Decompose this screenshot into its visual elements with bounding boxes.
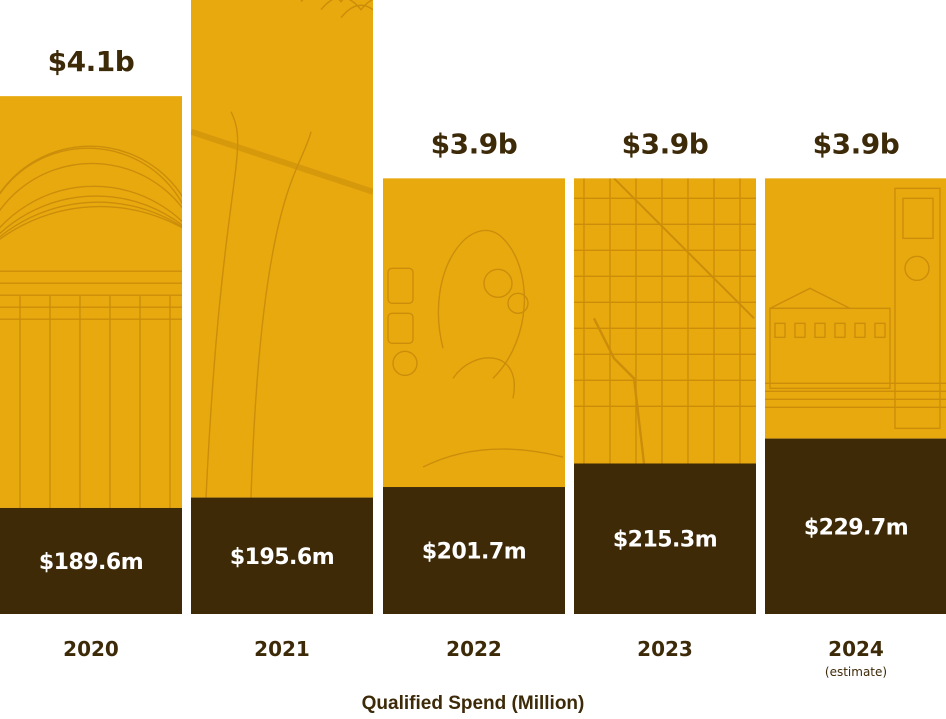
bar-illustration-2023 xyxy=(574,178,756,464)
x-axis-title: Qualified Spend (Million) xyxy=(361,693,585,714)
tick-label-2024: 2024 xyxy=(828,637,884,661)
bar-total-2020 xyxy=(0,96,182,508)
bar-spend-2022 xyxy=(383,487,565,614)
bar-illustration-2021 xyxy=(191,0,373,498)
tick-label-2023: 2023 xyxy=(637,637,693,661)
bar-spend-2020 xyxy=(0,507,182,614)
bar-illustration-2020 xyxy=(0,145,182,508)
label-total-2023: $3.9b xyxy=(622,127,709,160)
tick-label-2022: 2022 xyxy=(446,637,502,661)
bar-spend-2024 xyxy=(765,438,946,614)
bar-total-2022 xyxy=(383,178,565,488)
label-spend-2022: $201.7m xyxy=(422,540,526,565)
label-spend-2021: $195.6m xyxy=(230,545,334,570)
tick-label-2020: 2020 xyxy=(63,637,119,661)
tick-label-2021: 2021 xyxy=(254,637,310,661)
bar-illustration-2024 xyxy=(765,187,946,430)
label-spend-2024: $229.7m xyxy=(804,515,908,540)
bar-spend-2021 xyxy=(191,497,373,614)
bar-spend-2023 xyxy=(574,463,756,614)
label-spend-2020: $189.6m xyxy=(39,550,143,575)
tick-note-2024: (estimate) xyxy=(825,665,887,679)
bar-illustration-2022 xyxy=(387,229,564,468)
label-total-2020: $4.1b xyxy=(48,45,135,78)
label-total-2024: $3.9b xyxy=(813,127,900,160)
bar-total-2021 xyxy=(191,0,373,498)
label-total-2022: $3.9b xyxy=(431,127,518,160)
label-spend-2023: $215.3m xyxy=(613,528,717,553)
bar-total-2023 xyxy=(574,178,756,464)
